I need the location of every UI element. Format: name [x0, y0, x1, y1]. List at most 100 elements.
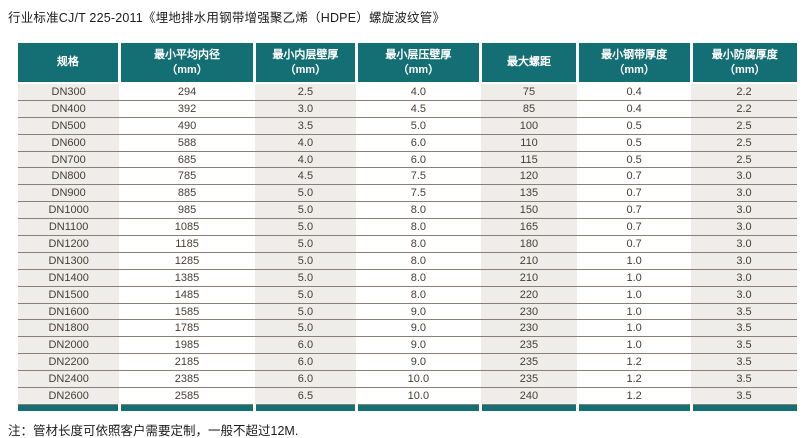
bottom-bar-row	[18, 404, 797, 411]
table-row: DN700 685 4.0 6.0 115 0.5 2.5	[18, 151, 797, 169]
value-cell: 6.5	[254, 387, 357, 405]
value-cell: 3.0	[691, 269, 797, 287]
value-cell: 6.0	[254, 353, 357, 372]
value-cell: 8.0	[356, 286, 481, 304]
value-cell: 9.0	[356, 319, 481, 338]
value-cell: 0.7	[577, 201, 691, 220]
spec-cell: DN700	[18, 151, 120, 169]
header-label: 最小内层壁厚	[272, 49, 339, 62]
value-cell: 3.5	[691, 387, 797, 405]
table-row: DN1100 1085 5.0 8.0 165 0.7 3.0	[18, 218, 797, 237]
value-cell: 10.0	[356, 387, 481, 405]
value-cell: 0.4	[577, 100, 691, 118]
table-footer	[18, 404, 797, 411]
bottom-bar-segment	[354, 404, 481, 411]
spec-cell: DN1600	[18, 303, 120, 321]
value-cell: 1.2	[577, 370, 691, 389]
value-cell: 85	[480, 100, 578, 118]
spec-cell: DN600	[18, 134, 120, 152]
spec-cell: DN400	[18, 100, 120, 118]
value-cell: 1485	[119, 286, 255, 304]
table-row: DN300 294 2.5 4.0 75 0.4 2.2	[18, 83, 797, 101]
page-title: 行业标准CJ/T 225-2011《埋地排水用钢带增强聚乙烯（HDPE）螺旋波纹…	[8, 11, 446, 25]
value-cell: 2.5	[691, 117, 797, 135]
value-cell: 3.5	[691, 319, 797, 338]
value-cell: 240	[480, 387, 578, 405]
table-row: DN1300 1285 5.0 8.0 210 1.0 3.0	[18, 252, 797, 270]
pipe-spec-table: 规格 最小平均内径 （mm） 最小内层壁厚 （mm） 最小层压壁厚 （mm） 最…	[18, 43, 797, 411]
value-cell: 985	[119, 201, 255, 220]
value-cell: 210	[480, 269, 578, 287]
table-row: DN800 785 4.5 7.5 120 0.7 3.0	[18, 167, 797, 186]
value-cell: 230	[480, 319, 578, 338]
bottom-bar-segment	[117, 404, 255, 411]
spec-cell: DN800	[18, 167, 120, 186]
spec-cell: DN2600	[18, 387, 120, 405]
value-cell: 0.5	[577, 117, 691, 135]
value-cell: 110	[480, 134, 578, 152]
value-cell: 294	[119, 83, 255, 101]
value-cell: 785	[119, 167, 255, 186]
value-cell: 235	[480, 370, 578, 389]
value-cell: 0.4	[577, 83, 691, 101]
value-cell: 1185	[119, 235, 255, 253]
spec-cell: DN1200	[18, 235, 120, 253]
value-cell: 3.0	[254, 100, 357, 118]
spec-cell: DN2400	[18, 370, 120, 389]
value-cell: 490	[119, 117, 255, 135]
value-cell: 75	[480, 83, 578, 101]
value-cell: 165	[480, 218, 578, 237]
value-cell: 3.5	[691, 303, 797, 321]
value-cell: 3.5	[691, 336, 797, 355]
value-cell: 3.0	[691, 167, 797, 186]
footnote: 注：管材长度可依照客户需要定制，一般不超过12M.	[8, 423, 299, 438]
table-row: DN1000 985 5.0 8.0 150 0.7 3.0	[18, 201, 797, 220]
value-cell: 3.0	[691, 184, 797, 203]
value-cell: 685	[119, 151, 255, 169]
value-cell: 4.0	[254, 134, 357, 152]
header-label: 规格	[56, 56, 79, 69]
spec-cell: DN900	[18, 184, 120, 203]
header-cell-spec: 规格	[18, 43, 120, 84]
value-cell: 885	[119, 184, 255, 203]
table-row: DN1600 1585 5.0 9.0 230 1.0 3.5	[18, 303, 797, 321]
value-cell: 1985	[119, 336, 255, 355]
header-unit: （mm）	[613, 63, 655, 76]
value-cell: 4.0	[254, 151, 357, 169]
value-cell: 230	[480, 303, 578, 321]
value-cell: 6.0	[254, 370, 357, 389]
value-cell: 2.2	[691, 83, 797, 101]
value-cell: 1.2	[577, 353, 691, 372]
value-cell: 3.0	[691, 235, 797, 253]
value-cell: 1085	[119, 218, 255, 237]
value-cell: 5.0	[254, 286, 357, 304]
value-cell: 0.7	[577, 218, 691, 237]
header-cell-min-avg-inner-diameter: 最小平均内径 （mm）	[117, 43, 255, 84]
header-unit: （mm）	[397, 63, 440, 76]
table-row: DN1800 1785 5.0 9.0 230 1.0 3.5	[18, 319, 797, 338]
header-unit: （mm）	[166, 63, 208, 76]
value-cell: 135	[480, 184, 578, 203]
value-cell: 1.0	[577, 252, 691, 270]
value-cell: 1.2	[577, 387, 691, 405]
value-cell: 8.0	[356, 201, 481, 220]
value-cell: 2185	[119, 353, 255, 372]
value-cell: 100	[480, 117, 578, 135]
table-row: DN500 490 3.5 5.0 100 0.5 2.5	[18, 117, 797, 135]
bottom-bar-segment	[253, 404, 357, 411]
value-cell: 4.5	[356, 100, 481, 118]
bottom-bar-segment	[18, 404, 120, 411]
value-cell: 115	[480, 151, 578, 169]
header-cell-min-steel-band-thickness: 最小钢带厚度 （mm）	[575, 43, 691, 84]
header-row: 规格 最小平均内径 （mm） 最小内层壁厚 （mm） 最小层压壁厚 （mm） 最…	[18, 43, 797, 84]
value-cell: 1785	[119, 319, 255, 338]
spec-cell: DN1300	[18, 252, 120, 270]
value-cell: 8.0	[356, 252, 481, 270]
spec-cell: DN2200	[18, 353, 120, 372]
header-label: 最小平均内径	[154, 49, 221, 62]
value-cell: 6.0	[356, 134, 481, 152]
value-cell: 0.7	[577, 235, 691, 253]
value-cell: 2585	[119, 387, 255, 405]
spec-cell: DN1100	[18, 218, 120, 237]
value-cell: 235	[480, 353, 578, 372]
